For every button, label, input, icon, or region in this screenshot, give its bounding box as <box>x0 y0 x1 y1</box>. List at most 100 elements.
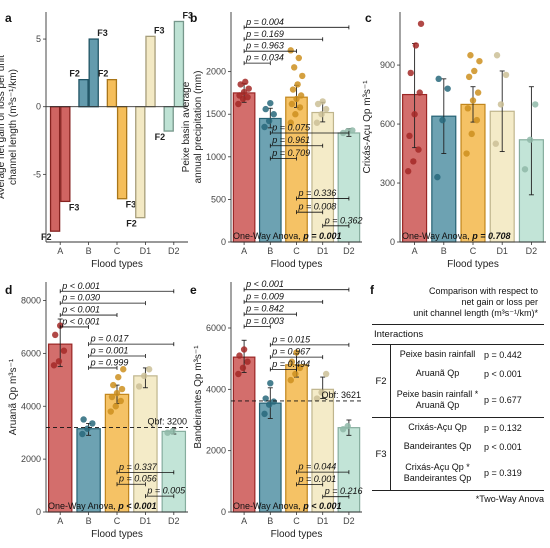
y-axis-label: Aruanã Qp m³s⁻¹ <box>8 358 19 435</box>
data-point <box>322 370 330 378</box>
data-point <box>265 401 273 408</box>
data-point <box>521 166 529 173</box>
table-f-title-line-3: unit channel length (m³s⁻¹/km)* <box>413 308 538 318</box>
data-point <box>261 123 268 131</box>
x-tick-label: C <box>114 516 121 526</box>
table-f-row-name: Peixe basin rainfall * Aruanã Qp <box>396 389 479 410</box>
data-point <box>292 111 299 118</box>
significance-label: p = 0.034 <box>245 53 284 63</box>
bar-label: F3 <box>154 25 165 35</box>
panel-letter: f <box>370 283 375 297</box>
y-tick-label: 2000 <box>206 446 226 456</box>
data-point <box>444 85 451 92</box>
table-f-title-line-2: net gain or loss per <box>461 297 538 307</box>
data-point <box>55 358 63 365</box>
data-point <box>240 346 248 353</box>
x-tick-label: D2 <box>168 246 180 256</box>
x-tick-label: B <box>267 246 273 256</box>
data-point <box>313 119 321 126</box>
significance-label: p = 0.999 <box>90 357 129 367</box>
data-point <box>417 20 425 27</box>
x-tick-label: D2 <box>343 246 355 256</box>
significance-label: p = 0.709 <box>271 148 310 158</box>
anova-p-value: p = 0.708 <box>471 231 510 241</box>
data-point <box>118 385 126 393</box>
table-f-row-p: p < 0.001 <box>484 441 522 452</box>
data-point <box>313 395 321 402</box>
data-point <box>474 89 482 96</box>
y-tick-label: 8000 <box>21 296 41 306</box>
data-point <box>467 52 474 59</box>
anova-label: One-Way Anova, p < 0.001 <box>233 501 341 511</box>
y-tick-label: 600 <box>380 119 395 129</box>
panel-letter: e <box>190 283 197 297</box>
x-tick-label: C <box>114 246 121 256</box>
data-point <box>407 69 414 77</box>
y-axis-label-line: Crixás-Açu Qp m³s⁻¹ <box>362 80 373 174</box>
data-point <box>344 422 351 430</box>
significance-label: p = 0.075 <box>271 122 311 132</box>
anova-prefix: One-Way Anova, <box>233 231 303 241</box>
significance-label: p = 0.030 <box>61 293 100 303</box>
bar <box>285 364 308 513</box>
y-tick-label: 500 <box>211 194 226 204</box>
data-point <box>296 104 304 111</box>
table-f-row-name: Crixás-Açu Qp <box>408 422 467 432</box>
y-axis-label-line: Aruanã Qp m³s⁻¹ <box>8 358 19 435</box>
data-point <box>287 47 294 54</box>
x-axis-label: Flood types <box>271 529 323 540</box>
x-tick-label: A <box>241 516 247 526</box>
data-point <box>236 352 243 359</box>
y-axis-label-line: Bandeirantes Qp m³s⁻¹ <box>193 345 204 449</box>
data-point <box>244 358 251 365</box>
bar <box>258 402 282 513</box>
data-point <box>434 173 441 181</box>
significance-label: p = 0.963 <box>245 41 284 51</box>
table-f-row: Crixás-Açu Qp p = 0.132 <box>391 418 544 437</box>
data-point <box>293 349 300 356</box>
data-point <box>60 347 68 354</box>
significance-label: p = 0.842 <box>245 304 284 314</box>
x-tick-label: B <box>86 246 92 256</box>
data-point <box>289 86 297 93</box>
x-axis-label: Flood types <box>447 259 499 270</box>
x-tick-label: C <box>470 246 477 256</box>
y-tick-label: 4000 <box>206 384 226 394</box>
x-tick-label: A <box>241 246 247 256</box>
data-point <box>262 105 269 113</box>
x-tick-label: A <box>57 516 63 526</box>
significance-label: p = 0.056 <box>118 474 157 484</box>
significance-label: p < 0.001 <box>245 279 284 289</box>
y-tick-label: 0 <box>36 507 41 517</box>
bar-label: F2 <box>126 219 137 229</box>
data-point <box>235 100 242 108</box>
data-point <box>261 410 268 418</box>
x-tick-label: B <box>86 516 92 526</box>
data-point <box>415 146 422 153</box>
y-tick-label: 5 <box>36 34 41 44</box>
data-point <box>115 373 122 381</box>
significance-label: p = 0.008 <box>298 202 337 212</box>
data-point <box>262 395 269 402</box>
bar-label: F2 <box>69 69 80 79</box>
data-point <box>297 92 305 99</box>
data-point <box>416 89 423 96</box>
significance-label: p = 0.169 <box>245 29 284 39</box>
bar <box>76 428 101 513</box>
significance-label: p = 0.216 <box>324 486 363 496</box>
bar <box>49 106 61 232</box>
data-point <box>52 331 59 339</box>
significance-label: p = 0.967 <box>271 347 311 357</box>
y-tick-label: 0 <box>221 507 226 517</box>
data-point <box>493 52 501 59</box>
panel-e: e Bandeirantes Qp m³s⁻¹ Flood types 0 2000 40… <box>190 279 362 540</box>
table-f-row: Bandeirantes Qp p < 0.001 <box>391 437 544 456</box>
data-point <box>164 429 171 436</box>
data-point <box>89 420 96 427</box>
data-point <box>296 364 304 372</box>
y-tick-label: 2000 <box>206 67 226 77</box>
panel-b: b Peixe basin average annual precipitation… <box>181 11 362 270</box>
table-f-footnote: *Two-Way Anova <box>475 494 544 504</box>
data-point <box>287 376 294 384</box>
data-point <box>349 127 356 134</box>
